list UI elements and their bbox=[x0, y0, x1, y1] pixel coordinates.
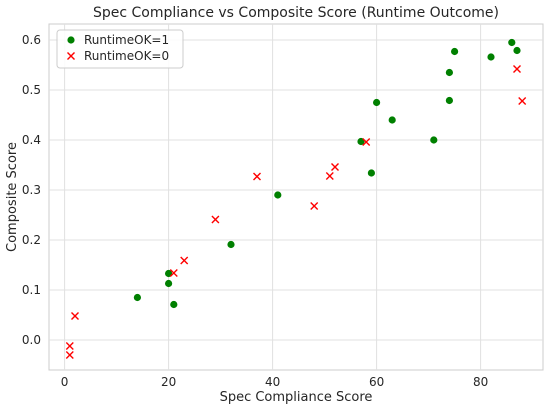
data-point-runtime-ok bbox=[445, 68, 453, 77]
y-tick-label: 0.6 bbox=[22, 33, 41, 47]
data-point-runtime-fail bbox=[253, 172, 261, 181]
legend-label-runtime-ok-0: RuntimeOK=0 bbox=[84, 49, 169, 63]
data-point-runtime-ok bbox=[274, 191, 282, 199]
data-point-runtime-ok bbox=[388, 116, 396, 124]
legend: RuntimeOK=1 RuntimeOK=0 bbox=[56, 29, 184, 69]
y-tick-label: 0.3 bbox=[22, 183, 41, 197]
legend-marker-runtime-ok-1 bbox=[67, 36, 75, 44]
data-point-runtime-ok bbox=[430, 136, 438, 144]
y-axis-label: Composite Score bbox=[5, 142, 20, 252]
data-point-runtime-ok bbox=[451, 47, 459, 56]
data-point-runtime-ok bbox=[165, 279, 173, 288]
legend-label-runtime-ok-1: RuntimeOK=1 bbox=[84, 33, 169, 47]
data-point-runtime-fail bbox=[211, 215, 220, 224]
data-point-runtime-fail bbox=[331, 163, 339, 171]
x-tick-label: 20 bbox=[161, 375, 176, 389]
y-tick-label: 0.4 bbox=[22, 133, 41, 147]
y-tick-label: 0.5 bbox=[22, 83, 41, 97]
x-tick-label: 0 bbox=[61, 375, 69, 389]
data-point-runtime-ok bbox=[373, 98, 381, 107]
chart-title: Spec Compliance vs Composite Score (Runt… bbox=[93, 5, 499, 21]
x-tick-label: 40 bbox=[265, 375, 280, 389]
plot-area bbox=[48, 23, 544, 371]
data-point-runtime-ok bbox=[227, 240, 235, 249]
data-point-runtime-ok bbox=[513, 46, 521, 55]
x-tick-label: 60 bbox=[369, 375, 384, 389]
data-point-runtime-ok bbox=[133, 293, 141, 302]
y-tick-label: 0.0 bbox=[22, 333, 41, 347]
x-axis-label: Spec Compliance Score bbox=[220, 390, 373, 405]
data-point-runtime-ok bbox=[367, 169, 375, 177]
data-point-runtime-fail bbox=[362, 138, 371, 146]
data-point-runtime-fail bbox=[310, 202, 319, 210]
legend-frame bbox=[56, 29, 184, 69]
data-point-runtime-ok bbox=[170, 300, 178, 309]
data-points bbox=[65, 38, 527, 359]
y-tick-labels: 0.0 0.1 0.2 0.3 0.4 0.5 0.6 bbox=[22, 33, 41, 347]
data-point-runtime-fail bbox=[65, 351, 74, 359]
data-point-runtime-ok bbox=[165, 269, 173, 278]
data-point-runtime-ok bbox=[445, 96, 453, 105]
data-point-runtime-fail bbox=[518, 97, 527, 105]
x-tick-labels: 0 20 40 60 80 bbox=[61, 375, 488, 389]
y-tick-label: 0.1 bbox=[22, 283, 41, 297]
x-tick-label: 80 bbox=[473, 375, 488, 389]
data-point-runtime-fail bbox=[169, 269, 178, 277]
data-point-runtime-fail bbox=[71, 312, 79, 320]
data-point-runtime-ok bbox=[508, 38, 516, 47]
y-tick-label: 0.2 bbox=[22, 233, 41, 247]
data-point-runtime-ok bbox=[487, 53, 495, 61]
legend-marker-runtime-ok-0 bbox=[67, 52, 75, 60]
data-point-runtime-fail bbox=[180, 256, 189, 265]
data-point-runtime-ok bbox=[357, 137, 365, 146]
data-point-runtime-fail bbox=[65, 342, 74, 350]
data-point-runtime-fail bbox=[513, 65, 521, 73]
data-point-runtime-fail bbox=[325, 172, 334, 180]
